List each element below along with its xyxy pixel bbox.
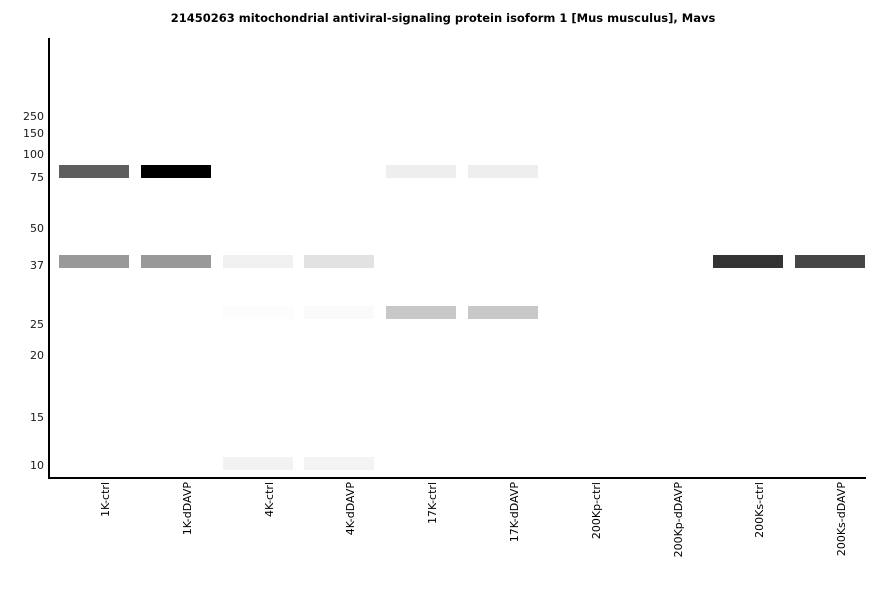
blot-band <box>140 255 211 268</box>
blot-band <box>386 306 457 319</box>
x-axis-tick-label: 4K-dDAVP <box>344 482 357 535</box>
blot-band <box>468 165 538 178</box>
x-axis-tick-label: 17K-dDAVP <box>508 482 521 542</box>
blot-band <box>795 255 866 268</box>
x-axis-tick-label: 200Ks-ctrl <box>753 482 766 538</box>
blot-band <box>713 255 784 268</box>
lane-label-text: 1K-ctrl <box>99 482 112 517</box>
x-axis-tick-label: 200Kp-dDAVP <box>672 482 685 557</box>
blot-band <box>222 457 293 470</box>
y-axis-tick-label: 15 <box>30 411 44 424</box>
lane-label-text: 17K-dDAVP <box>508 482 521 543</box>
blot-band <box>222 306 293 319</box>
y-axis-line <box>48 38 50 479</box>
blot-band <box>59 255 129 268</box>
x-axis-tick-label: 200Ks-dDAVP <box>835 482 848 556</box>
y-axis-tick-label: 37 <box>30 259 44 272</box>
blot-band <box>304 255 375 268</box>
blot-band <box>304 306 375 319</box>
y-axis-tick-label: 250 <box>23 110 44 123</box>
y-axis-tick-label: 20 <box>30 349 44 362</box>
y-axis-tick-label: 10 <box>30 459 44 472</box>
x-axis-tick-label: 1K-dDAVP <box>181 482 194 535</box>
lane-label-text: 4K-ctrl <box>262 482 276 517</box>
y-axis-tick-label: 50 <box>30 222 44 235</box>
x-axis-line <box>48 477 866 479</box>
y-axis-tick-label: 25 <box>30 318 44 331</box>
lane-label-text: 17K-ctrl <box>426 482 440 524</box>
x-axis-tick-label: 17K-ctrl <box>426 482 439 524</box>
lane-label-text: 200Kp-ctrl <box>589 482 603 540</box>
x-axis-tick-label: 1K-ctrl <box>99 482 112 517</box>
page-title: 21450263 mitochondrial antiviral-signali… <box>170 11 716 25</box>
blot-band <box>59 165 129 178</box>
lane-label-text: 4K-dDAVP <box>344 482 358 536</box>
lane-label-text: 1K-dDAVP <box>180 482 194 536</box>
blot-band <box>222 255 293 268</box>
y-axis-tick-label: 100 <box>23 148 44 161</box>
lane-label-text: 200Ks-ctrl <box>753 482 767 538</box>
lane-label-text: 200Kp-dDAVP <box>671 482 685 558</box>
blot-band <box>468 306 538 319</box>
blot-band <box>140 165 211 178</box>
x-axis-tick-label: 4K-ctrl <box>263 482 276 517</box>
lane-label-text: 200Ks-dDAVP <box>835 482 849 557</box>
x-axis-tick-label: 200Kp-ctrl <box>590 482 603 539</box>
y-axis-tick-label: 150 <box>23 127 44 140</box>
blot-band <box>304 457 375 470</box>
blot-band <box>386 165 457 178</box>
y-axis-tick-label: 75 <box>30 171 44 184</box>
